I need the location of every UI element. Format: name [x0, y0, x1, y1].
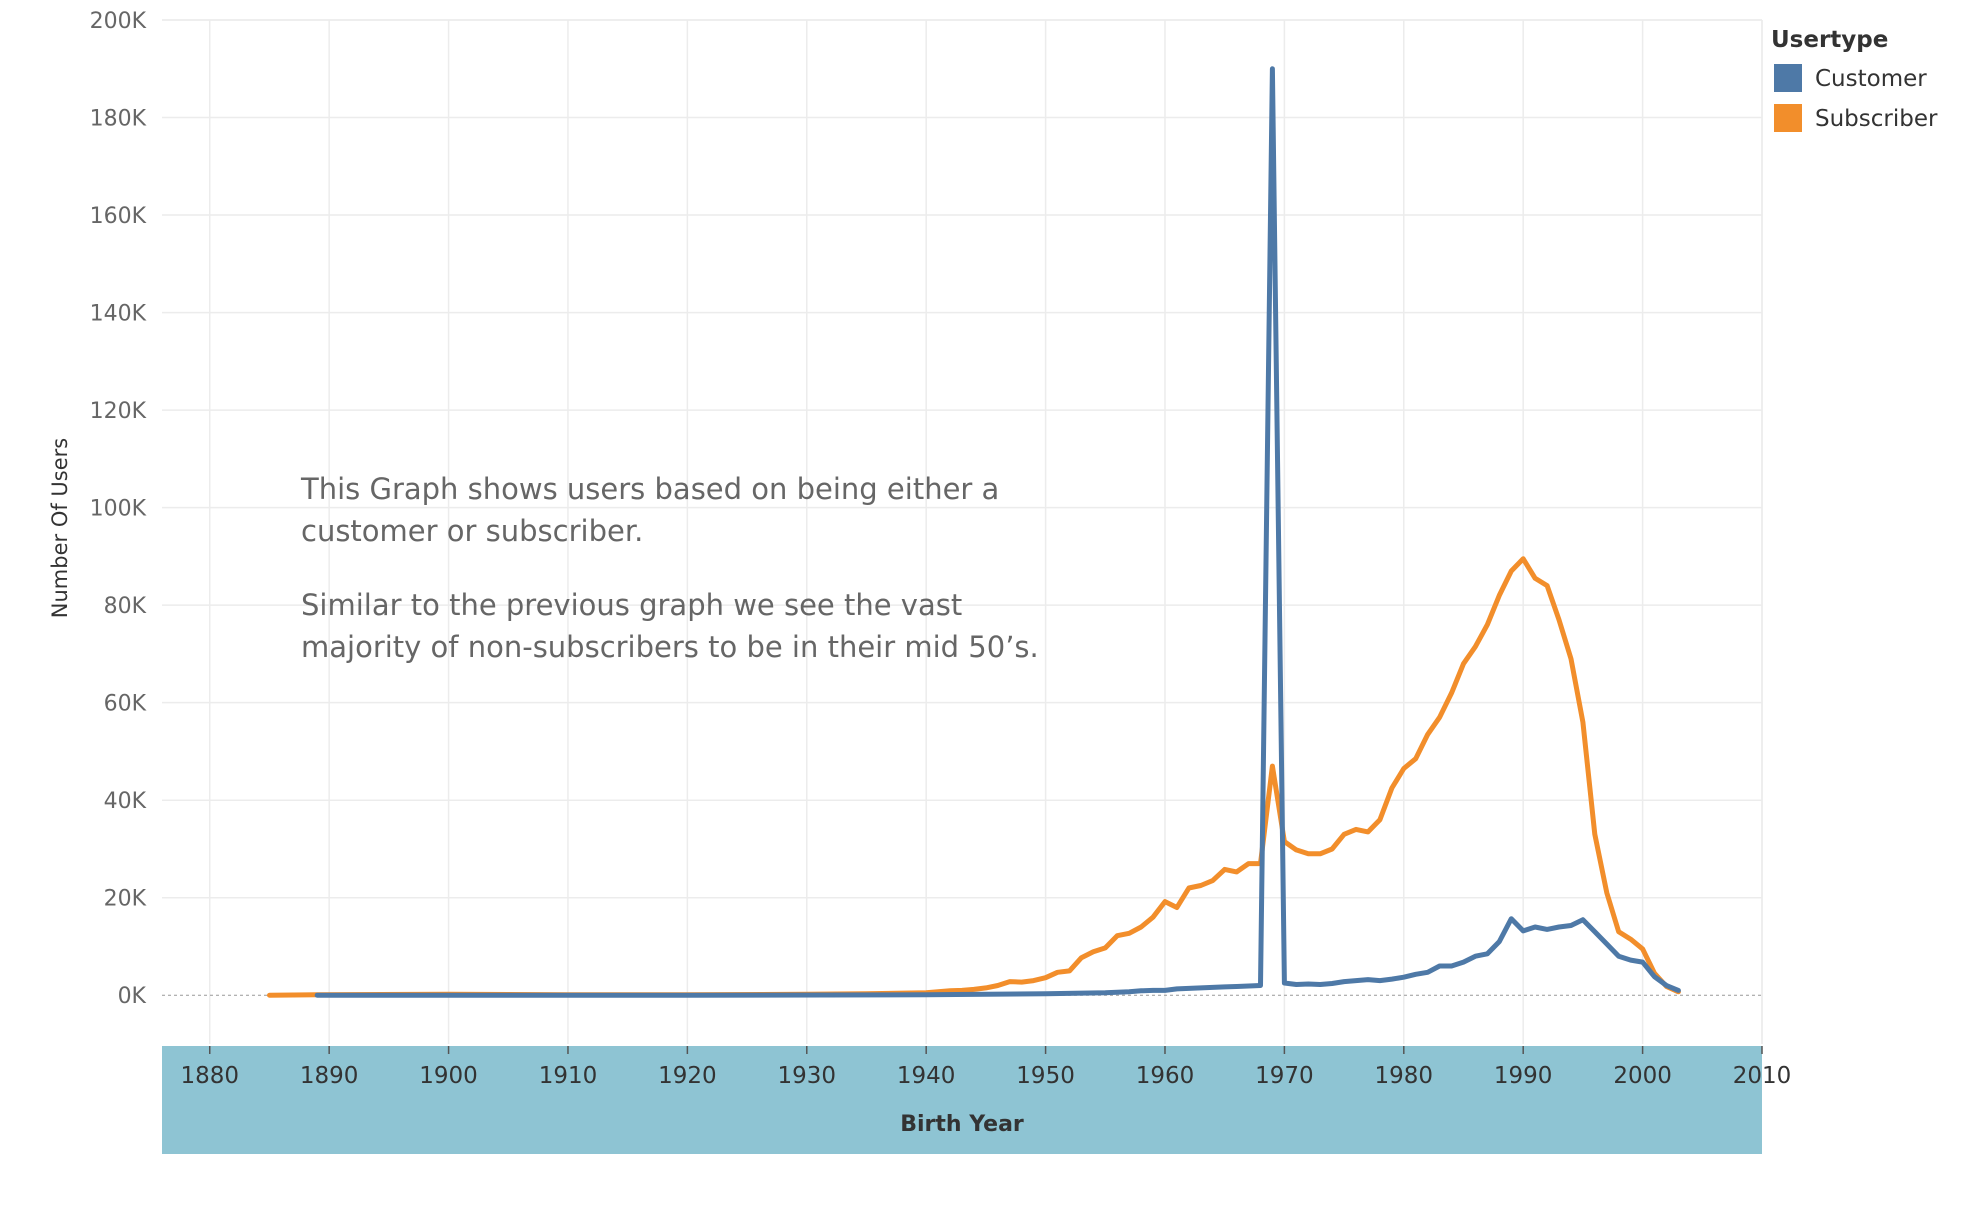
x-tick-label: 1880 — [180, 1063, 239, 1089]
x-tick-label: 1900 — [419, 1063, 478, 1089]
y-axis-title: Number Of Users — [48, 438, 72, 618]
legend-label-customer: Customer — [1815, 66, 1927, 92]
x-tick-label: 1920 — [658, 1063, 717, 1089]
x-tick-label: 1990 — [1494, 1063, 1553, 1089]
x-tick-label: 1960 — [1136, 1063, 1195, 1089]
y-tick-label: 120K — [90, 399, 147, 424]
y-tick-label: 200K — [90, 9, 147, 34]
series-layer — [267, 66, 1681, 998]
plot-area — [162, 20, 1762, 1044]
y-tick-label: 80K — [104, 594, 147, 619]
annotation-text: This Graph shows users based on being ei… — [300, 472, 1039, 664]
x-tick-label: 1890 — [300, 1063, 359, 1089]
x-tick-label: 2000 — [1613, 1063, 1672, 1089]
legend-swatch-subscriber — [1774, 104, 1802, 132]
x-tick-label: 1970 — [1255, 1063, 1314, 1089]
legend-swatch-customer — [1774, 64, 1802, 92]
x-tick-label: 1910 — [539, 1063, 598, 1089]
x-axis-title: Birth Year — [900, 1112, 1024, 1137]
legend: Usertype Customer Subscriber — [1771, 27, 1938, 132]
annotation-line: customer or subscriber. — [301, 514, 643, 548]
y-tick-label: 60K — [104, 692, 147, 717]
legend-label-subscriber: Subscriber — [1815, 106, 1938, 132]
y-tick-label: 140K — [90, 302, 147, 327]
x-axis-header-band — [162, 1046, 1762, 1154]
annotation-line: This Graph shows users based on being ei… — [300, 472, 999, 506]
annotation-line: Similar to the previous graph we see the… — [301, 588, 962, 622]
series-line-customer — [314, 66, 1681, 998]
annotation-line: majority of non-subscribers to be in the… — [301, 630, 1039, 664]
x-tick-label: 1940 — [897, 1063, 956, 1089]
x-tick-label: 2010 — [1733, 1063, 1792, 1089]
legend-items: Customer Subscriber — [1774, 64, 1938, 132]
x-axis-ticks: 1880 1890 1900 1910 1920 1930 1940 1950 1960 1970… — [180, 1046, 1791, 1089]
x-tick-label: 1950 — [1016, 1063, 1075, 1089]
y-tick-label: 0K — [118, 984, 147, 1009]
x-tick-label: 1930 — [778, 1063, 837, 1089]
y-tick-label: 100K — [90, 497, 147, 522]
legend-title: Usertype — [1771, 27, 1888, 53]
y-tick-label: 40K — [104, 789, 147, 814]
y-tick-label: 160K — [90, 204, 147, 229]
y-axis-ticks: 0K 20K 40K 60K 80K 100K 120K 140K 160K 180K 200K — [90, 9, 147, 1009]
y-tick-label: 180K — [90, 107, 147, 132]
y-tick-label: 20K — [104, 887, 147, 912]
x-tick-label: 1980 — [1375, 1063, 1434, 1089]
